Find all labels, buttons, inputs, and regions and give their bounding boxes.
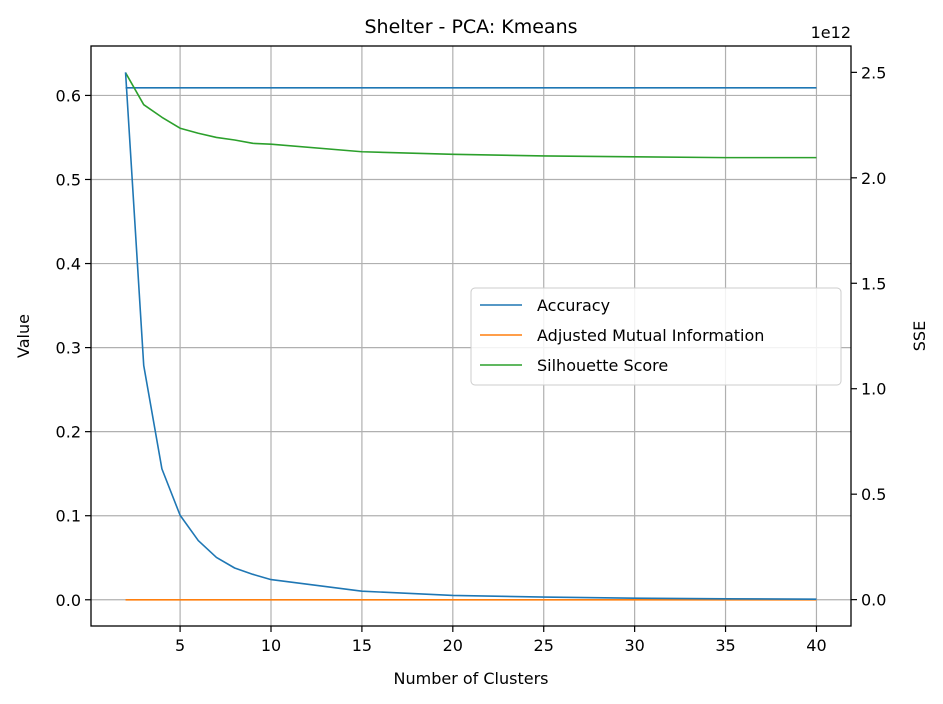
series-line-silhouette-score: [124, 72, 817, 159]
y-axis-label: Value: [14, 314, 33, 358]
legend: Accuracy Adjusted Mutual Information Silho…: [470, 287, 842, 386]
y-tick-label: 0.1: [56, 507, 81, 526]
y-axis-left: 0.0 0.1 0.2 0.3 0.4 0.5 0.6: [56, 86, 91, 610]
plot-frame: [90, 45, 852, 627]
y2-tick-label: 2.5: [861, 63, 886, 82]
y-tick-label: 0.6: [56, 86, 81, 105]
series-layer: [124, 72, 817, 601]
x-tick-label: 30: [624, 636, 644, 655]
x-tick-label: 25: [534, 636, 554, 655]
legend-label: Accuracy: [537, 296, 610, 315]
y2-tick-label: 0.5: [861, 485, 886, 504]
x-tick-label: 15: [352, 636, 372, 655]
y2-tick-label: 0.0: [861, 591, 886, 610]
y2-tick-label: 2.0: [861, 169, 886, 188]
y2-axis-label: SSE: [910, 321, 929, 351]
legend-box: [470, 287, 842, 386]
y-axis-right: 0.0 0.5 1.0 1.5 2.0 2.5: [851, 63, 886, 610]
y-tick-label: 0.5: [56, 170, 81, 189]
y2-tick-label: 1.5: [861, 274, 886, 293]
y-tick-label: 0.4: [56, 255, 81, 274]
y-tick-label: 0.3: [56, 339, 81, 358]
x-axis: 5 10 15 20 25 30 35 40: [175, 626, 827, 655]
x-tick-label: 10: [261, 636, 281, 655]
y2-tick-label: 1.0: [861, 380, 886, 399]
series-line-sse: [124, 72, 817, 601]
chart-title: Shelter - PCA: Kmeans: [364, 16, 577, 38]
x-tick-label: 5: [175, 636, 185, 655]
x-tick-label: 40: [806, 636, 826, 655]
x-tick-label: 20: [443, 636, 463, 655]
x-axis-label: Number of Clusters: [394, 669, 549, 688]
legend-label: Adjusted Mutual Information: [537, 326, 764, 345]
y2-offset-text: 1e12: [811, 23, 851, 42]
y-tick-label: 0.2: [56, 423, 81, 442]
y-tick-label: 0.0: [56, 591, 81, 610]
legend-label: Silhouette Score: [537, 356, 668, 375]
x-tick-label: 35: [715, 636, 735, 655]
